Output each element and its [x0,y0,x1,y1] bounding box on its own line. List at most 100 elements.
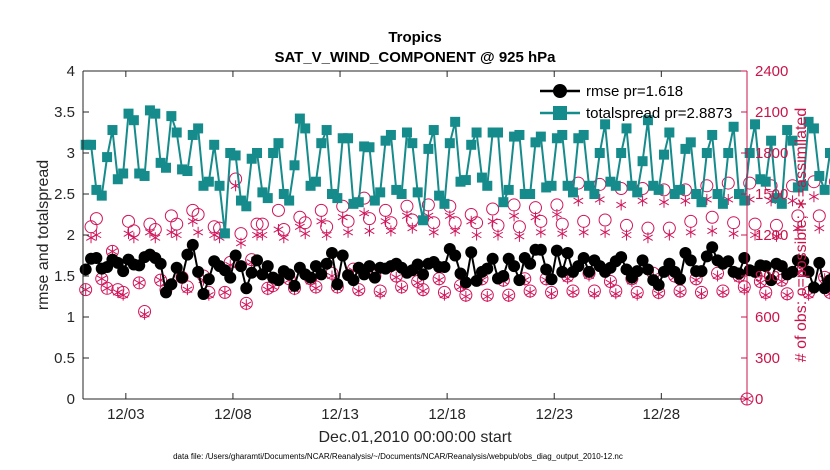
data-file-note: data file: /Users/gharamti/Documents/NCA… [173,452,623,461]
totalspread-point [252,148,263,158]
possible-point [748,217,762,231]
totalspread-point [530,137,541,148]
assimilated-point [364,225,375,237]
totalspread-point [669,189,680,199]
assimilated-point [616,199,627,211]
totalspread-point [305,180,316,191]
rmse-point [807,281,820,294]
totalspread-point [107,125,118,136]
y-tick-label-left: 3.5 [54,104,75,121]
rmse-point [631,265,644,278]
totalspread-point [123,108,134,119]
totalspread-point [203,176,214,187]
assimilated-point [787,195,798,207]
possible-point [79,283,93,297]
totalspread-point [278,189,289,199]
possible-point [138,305,152,319]
y-tick-label-right: 1200 [755,227,788,244]
rmse-point [417,268,430,281]
assimilated-point [685,226,696,238]
legend-totalspread-marker [553,106,567,120]
totalspread-point [819,184,830,195]
assimilated-point [750,229,761,241]
totalspread-point [187,129,198,140]
totalspread-point [825,148,830,158]
rmse-point [786,265,799,278]
totalspread-point [728,121,739,132]
assimilated-point [680,195,691,207]
totalspread-point [118,168,129,179]
y-axis-label-left: rmse and totalspread [35,160,52,310]
possible-point [89,212,103,226]
y-tick-label-right: 2100 [755,104,788,121]
rmse-point [170,261,183,274]
assimilated-point [658,196,670,208]
totalspread-point [675,184,686,195]
y-tick-label-left: 1.5 [54,268,75,285]
rmse-point [202,273,215,286]
possible-point [512,220,526,234]
possible-point [470,216,484,230]
possible-point [229,172,243,186]
possible-point [545,285,559,299]
rmse-point [765,274,778,287]
totalspread-point [546,180,557,191]
totalspread-point [541,182,552,193]
totalspread-point [434,190,445,201]
totalspread-point [91,184,102,195]
totalspread-point [262,193,273,204]
totalspread-point [380,135,391,146]
totalspread-point [450,116,461,127]
assimilated-point [728,228,739,240]
totalspread-point [460,175,471,186]
totalspread-point [766,135,777,146]
totalspread-point [567,187,578,198]
rmse-point [90,251,103,264]
totalspread-point [364,142,375,153]
possible-point [180,280,194,294]
totalspread-point [642,115,653,126]
assimilated-point [782,289,793,301]
rmse-point [674,273,687,286]
possible-point [721,176,735,190]
totalspread-point [300,123,311,134]
y-tick-label-right: 900 [755,268,780,285]
totalspread-point [744,148,755,158]
chart-title: Tropics [388,29,441,46]
possible-point [298,216,312,230]
rmse-point [181,248,194,261]
rmse-point [229,249,242,262]
totalspread-point [632,187,643,198]
assimilated-point [407,222,418,234]
totalspread-point [476,172,487,183]
totalspread-point [487,127,498,138]
totalspread-point [739,195,750,206]
totalspread-point [401,127,412,138]
assimilated-point [434,274,445,286]
rmse-point [251,254,264,267]
possible-point [566,284,580,298]
possible-point [400,199,414,213]
assimilated-point [509,210,520,222]
totalspread-point [637,156,648,167]
rmse-point [347,274,360,287]
assimilated-point [578,226,589,238]
rmse-point [497,270,510,282]
rmse-point [245,266,258,279]
assimilated-point [450,225,461,237]
totalspread-point [808,123,819,134]
totalspread-point [525,189,536,199]
totalspread-point [514,129,525,140]
possible-point [641,221,655,235]
possible-point [620,218,634,232]
assimilated-point [573,195,584,207]
totalspread-point [268,148,279,158]
totalspread-point [407,138,418,149]
rmse-point [288,279,301,292]
y-tick-label-right: 1800 [755,145,788,162]
possible-point [218,285,232,299]
x-tick-label: 12/13 [321,406,359,423]
possible-point [207,220,221,234]
totalspread-point [219,228,230,239]
